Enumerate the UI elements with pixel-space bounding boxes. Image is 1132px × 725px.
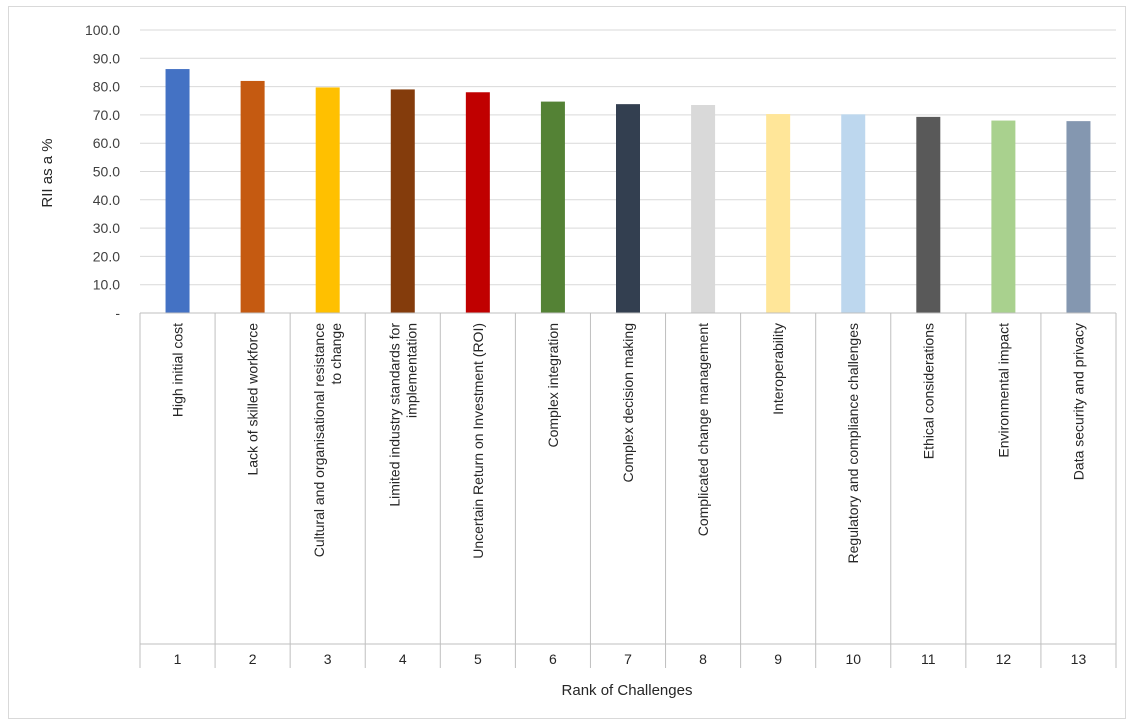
x-axis-title: Rank of Challenges xyxy=(562,682,693,699)
bar xyxy=(240,80,265,313)
category-label: Cultural and organisational resistance xyxy=(311,323,327,557)
y-tick-label: 40.0 xyxy=(93,192,120,208)
bar xyxy=(315,87,340,313)
category-labels: High initial cost 1 Lack of skilled workfo… xyxy=(170,323,1087,667)
x-axis xyxy=(139,312,1117,668)
category-label: Lack of skilled workforce xyxy=(245,323,261,476)
y-axis-ticks: - 10.0 20.0 30.0 40.0 50.0 60.0 70.0 80.0 90.0 100… xyxy=(85,22,120,321)
y-tick-label: 70.0 xyxy=(93,107,120,123)
bar xyxy=(465,92,490,313)
category-label: Data security and privacy xyxy=(1070,323,1086,480)
category-label: implementation xyxy=(403,323,419,418)
rank-label: 13 xyxy=(1071,651,1087,667)
bar xyxy=(991,120,1016,313)
y-tick-label: 30.0 xyxy=(93,220,120,236)
bar xyxy=(766,114,791,314)
y-tick-label: 90.0 xyxy=(93,50,120,66)
bar xyxy=(1066,121,1091,313)
y-tick-label: 50.0 xyxy=(93,164,120,180)
y-tick-label: 80.0 xyxy=(93,79,120,95)
bar xyxy=(841,114,866,313)
y-tick-label: 20.0 xyxy=(93,248,120,264)
rank-label: 9 xyxy=(774,651,782,667)
bar xyxy=(390,89,415,314)
category-label: Complex decision making xyxy=(620,323,636,483)
y-tick-label: 10.0 xyxy=(93,277,120,293)
rank-label: 8 xyxy=(699,651,707,667)
rank-label: 1 xyxy=(174,651,182,667)
category-label: Ethical considerations xyxy=(920,323,936,459)
category-label: Complex integration xyxy=(545,323,561,448)
bar xyxy=(540,101,565,313)
rank-label: 10 xyxy=(845,651,861,667)
bars xyxy=(165,69,1091,314)
rank-label: 7 xyxy=(624,651,632,667)
y-tick-label: 100.0 xyxy=(85,22,120,38)
rank-label: 3 xyxy=(324,651,332,667)
category-label: Regulatory and compliance challenges xyxy=(845,323,861,563)
category-label: to change xyxy=(328,323,344,385)
category-label: Interoperability xyxy=(770,323,786,415)
gridlines xyxy=(140,29,1116,286)
category-label: Limited industry standards for xyxy=(386,323,402,507)
rank-label: 11 xyxy=(921,651,936,667)
y-tick-label: 60.0 xyxy=(93,135,120,151)
category-label: Complicated change management xyxy=(695,323,711,536)
y-tick-label: - xyxy=(115,305,120,321)
category-label: Uncertain Return on Investment (ROI) xyxy=(470,323,486,559)
rank-label: 12 xyxy=(996,651,1012,667)
rank-label: 5 xyxy=(474,651,482,667)
rank-label: 6 xyxy=(549,651,557,667)
category-label: High initial cost xyxy=(170,323,186,417)
bar xyxy=(691,104,716,314)
category-label: Environmental impact xyxy=(995,323,1011,458)
y-axis-title: RII as a % xyxy=(39,138,56,207)
bar xyxy=(165,69,190,313)
rank-label: 4 xyxy=(399,651,407,667)
rank-label: 2 xyxy=(249,651,257,667)
bar xyxy=(616,104,640,314)
bar xyxy=(916,116,941,313)
